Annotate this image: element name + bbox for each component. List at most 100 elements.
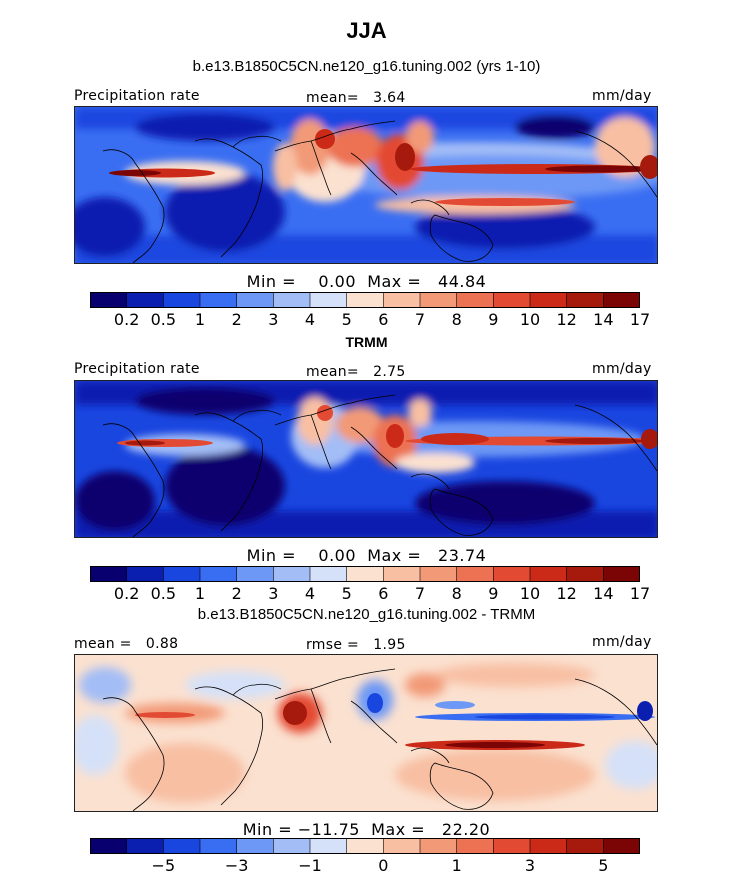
colorbar-swatch xyxy=(236,838,274,854)
colorbar-tick-label: 1 xyxy=(194,310,206,329)
colorbar-tick-label: 2 xyxy=(231,310,242,329)
panel3-map xyxy=(74,654,658,812)
colorbar-swatch xyxy=(200,292,238,308)
colorbar-swatch xyxy=(310,566,348,582)
panel1-subtitle: b.e13.B1850C5CN.ne120_g16.tuning.002 (yr… xyxy=(192,58,541,75)
panel2-minmax: Min = 0.00 Max = 23.74 xyxy=(246,546,487,565)
colorbar-swatch xyxy=(90,292,128,308)
colorbar-swatch xyxy=(236,292,274,308)
colorbar-swatch xyxy=(90,838,128,854)
colorbar-tick-label: 10 xyxy=(519,310,541,329)
colorbar-tick-label: 7 xyxy=(414,584,426,603)
colorbar-border xyxy=(90,566,640,582)
colorbar-tick-label: 14 xyxy=(593,584,614,603)
colorbar-swatch xyxy=(420,566,458,582)
colorbar-tick-label: 7 xyxy=(414,310,426,329)
colorbar-swatch xyxy=(200,566,238,582)
colorbar-tick-label: 9 xyxy=(488,310,499,329)
panel2-units-label: mm/day xyxy=(592,361,652,377)
colorbar-swatch xyxy=(126,292,164,308)
panel3-colorbar xyxy=(90,838,640,854)
panel3-colorbar-ticks: −5 −3 −1 0 1 3 5 xyxy=(90,856,640,876)
colorbar-swatch xyxy=(566,566,604,582)
colorbar-swatch xyxy=(383,566,421,582)
colorbar-tick-label: 8 xyxy=(451,310,462,329)
colorbar-swatch xyxy=(383,292,421,308)
colorbar-swatch xyxy=(346,566,384,582)
colorbar-tick-label: 5 xyxy=(598,856,609,875)
colorbar-tick-label: 8 xyxy=(451,584,462,603)
colorbar-swatch xyxy=(273,292,311,308)
panel3-rmse-label: rmse = 1.95 xyxy=(306,637,406,653)
colorbar-swatch xyxy=(456,292,494,308)
colorbar-swatch xyxy=(383,838,421,854)
colorbar-swatch xyxy=(163,292,201,308)
colorbar-swatch xyxy=(456,566,494,582)
colorbar-swatch xyxy=(346,838,384,854)
colorbar-tick-label: 12 xyxy=(556,310,577,329)
colorbar-swatch xyxy=(493,292,531,308)
colorbar-tick-label: 9 xyxy=(488,584,499,603)
colorbar-swatch xyxy=(456,838,494,854)
colorbar-tick-label: 1 xyxy=(194,584,206,603)
colorbar-swatch xyxy=(163,838,201,854)
panel1-units-label: mm/day xyxy=(592,88,652,104)
colorbar-tick-label: 1 xyxy=(451,856,462,875)
colorbar-tick-label: 6 xyxy=(378,310,389,329)
colorbar-tick-label: 4 xyxy=(304,310,316,329)
panel3-subtitle: b.e13.B1850C5CN.ne120_g16.tuning.002 - T… xyxy=(197,606,536,623)
colorbar-swatch xyxy=(310,292,348,308)
panel3-mean-label: mean = 0.88 xyxy=(74,636,179,652)
colorbar-tick-label: 14 xyxy=(593,310,614,329)
colorbar-tick-label: −1 xyxy=(298,856,322,875)
colorbar-tick-label: 3 xyxy=(524,856,536,875)
panel2-subtitle: TRMM xyxy=(345,334,388,350)
colorbar-border xyxy=(90,292,640,308)
colorbar-tick-label: 3 xyxy=(268,584,279,603)
colorbar-swatch xyxy=(310,838,348,854)
colorbar-swatch xyxy=(603,838,640,854)
panel1-left-label: Precipitation rate xyxy=(74,88,200,104)
colorbar-swatch xyxy=(273,566,311,582)
colorbar-swatch xyxy=(566,292,604,308)
panel3-units-label: mm/day xyxy=(592,634,652,650)
colorbar-swatch xyxy=(493,838,531,854)
colorbar-tick-label: 10 xyxy=(519,584,541,603)
colorbar-swatch xyxy=(346,292,384,308)
colorbar-tick-label: 17 xyxy=(629,310,651,329)
colorbar-border xyxy=(90,838,640,854)
colorbar-tick-label: −3 xyxy=(224,856,249,875)
colorbar-swatch xyxy=(566,838,604,854)
colorbar-swatch xyxy=(420,292,458,308)
panel2-mean-label: mean= 2.75 xyxy=(306,364,406,380)
panel1-colorbar-ticks: 0.2 0.5 1 2 3 4 5 6 7 8 9 10 12 14 17 xyxy=(90,310,650,330)
colorbar-tick-label: 0.2 xyxy=(113,584,140,603)
colorbar-tick-label: 12 xyxy=(556,584,577,603)
colorbar-swatch xyxy=(530,838,568,854)
colorbar-swatch xyxy=(493,566,531,582)
colorbar-swatch xyxy=(603,292,640,308)
panel2-colorbar xyxy=(90,566,640,582)
colorbar-tick-label: 5 xyxy=(341,310,352,329)
colorbar-tick-label: 0.2 xyxy=(113,310,140,329)
colorbar-swatch xyxy=(126,566,164,582)
colorbar-tick-label: 0.5 xyxy=(150,310,177,329)
colorbar-swatch xyxy=(530,566,568,582)
colorbar-tick-label: 4 xyxy=(304,584,316,603)
colorbar-swatch xyxy=(126,838,164,854)
panel2-map xyxy=(74,380,658,538)
colorbar-swatch xyxy=(236,566,274,582)
figure-title: JJA xyxy=(346,18,387,43)
panel2-left-label: Precipitation rate xyxy=(74,361,200,377)
colorbar-tick-label: 0.5 xyxy=(150,584,177,603)
colorbar-tick-label: 6 xyxy=(378,584,389,603)
colorbar-swatch xyxy=(200,838,238,854)
panel1-minmax: Min = 0.00 Max = 44.84 xyxy=(246,272,487,291)
panel1-colorbar xyxy=(90,292,640,308)
colorbar-tick-label: 2 xyxy=(231,584,242,603)
colorbar-swatch xyxy=(90,566,128,582)
colorbar-swatch xyxy=(530,292,568,308)
colorbar-tick-label: 5 xyxy=(341,584,352,603)
colorbar-tick-label: 17 xyxy=(629,584,651,603)
panel2-colorbar-ticks: 0.2 0.5 1 2 3 4 5 6 7 8 9 10 12 14 17 xyxy=(90,584,650,604)
